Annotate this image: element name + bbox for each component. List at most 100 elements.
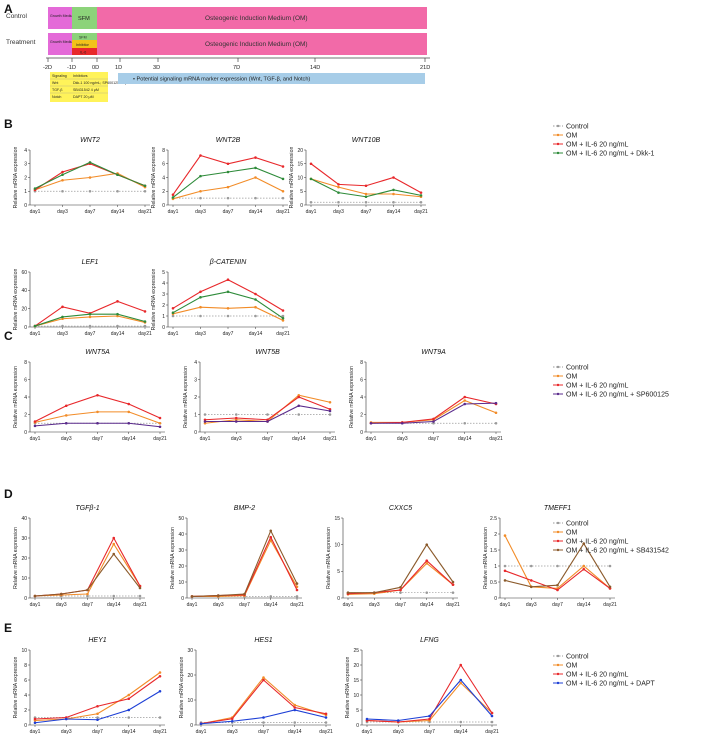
legend-label: OM + IL-6 20 ng/mL + SP600125 xyxy=(566,391,669,398)
data-point xyxy=(309,162,313,166)
series-control xyxy=(33,189,147,193)
legend-label: OM + IL-6 20 ng/mL + Dkk-1 xyxy=(566,150,655,157)
data-point xyxy=(226,278,230,282)
y-tick-label: 8 xyxy=(24,360,27,366)
x-tick-label: day3 xyxy=(369,602,380,608)
inhibitor-table-bg xyxy=(50,72,108,102)
chart-title: WNT9A xyxy=(421,349,446,356)
data-point xyxy=(463,421,467,425)
data-point xyxy=(582,542,586,545)
data-point xyxy=(582,564,586,568)
inhibitor-table-inhibitor: DAPT 20 μM xyxy=(73,95,94,99)
data-point xyxy=(59,592,63,596)
data-point xyxy=(171,307,175,310)
series-om-il-6-20-ng-ml xyxy=(309,162,423,194)
x-tick-label: day14 xyxy=(111,331,125,337)
y-tick-label: 0 xyxy=(190,723,193,729)
x-tick-label: day21 xyxy=(153,729,167,735)
data-point xyxy=(372,591,376,594)
x-tick-label: day1 xyxy=(306,209,317,215)
data-point xyxy=(309,177,313,181)
charts: WNT2 0 1 2 3 4 Relative mRNA expression day1 day… xyxy=(13,137,617,735)
data-point xyxy=(428,717,431,721)
day-label: 3D xyxy=(153,65,160,71)
data-point xyxy=(392,176,395,179)
data-point xyxy=(158,425,162,429)
legend-marker xyxy=(556,539,560,543)
data-point xyxy=(364,184,368,188)
inhibitor-table-inhibitor: SB431542 4 μM xyxy=(73,88,99,92)
y-tick-label: 0.5 xyxy=(490,580,497,586)
x-tick-label: day14 xyxy=(454,729,468,735)
x-tick-label: day21 xyxy=(603,602,617,608)
legend-c: Control OM OM + IL-6 20 ng/mL OM + IL-6 20 … xyxy=(553,364,669,398)
y-tick-label: 1 xyxy=(162,314,165,320)
series-line xyxy=(366,679,493,722)
legend-marker xyxy=(556,142,560,146)
y-tick-label: 5 xyxy=(162,270,165,276)
data-point xyxy=(392,188,395,192)
series-line xyxy=(34,542,141,597)
x-tick-label: day14 xyxy=(122,436,136,442)
series-om xyxy=(309,177,423,199)
data-point xyxy=(158,421,162,425)
data-point xyxy=(171,196,175,199)
data-point xyxy=(494,401,498,405)
data-point xyxy=(328,409,332,413)
data-point xyxy=(529,585,533,589)
data-point xyxy=(226,307,230,310)
x-tick-label: day7 xyxy=(92,729,103,735)
series-om-il-6-20-ng-ml xyxy=(503,567,612,592)
data-point xyxy=(64,717,68,721)
data-point xyxy=(608,585,612,589)
data-point xyxy=(425,562,429,565)
x-tick-label: day3 xyxy=(195,331,206,337)
data-point xyxy=(281,189,285,193)
series-om-il-6-20-ng-ml xyxy=(33,674,162,721)
series-line xyxy=(34,172,146,191)
data-point xyxy=(281,165,285,168)
data-point xyxy=(230,719,234,723)
legend-label: OM + IL-6 20 ng/mL xyxy=(566,671,629,678)
data-point xyxy=(199,174,202,178)
legend-label: OM + IL-6 20 ng/mL + SB431542 xyxy=(566,547,669,554)
data-point xyxy=(490,714,494,718)
x-tick-label: day7 xyxy=(239,602,250,608)
series-om-il-6-20-ng-ml-sb431542 xyxy=(346,543,455,594)
data-point xyxy=(399,591,402,594)
data-point xyxy=(254,305,257,309)
data-point xyxy=(254,292,257,296)
data-point xyxy=(116,300,119,303)
data-point xyxy=(88,315,92,319)
data-point xyxy=(399,588,402,592)
y-tick-label: 30 xyxy=(21,536,27,542)
x-tick-label: day14 xyxy=(107,602,121,608)
x-tick-label: day3 xyxy=(231,436,242,442)
y-axis-label: Relative mRNA expression xyxy=(483,527,489,589)
data-point xyxy=(143,189,147,193)
data-point xyxy=(396,719,400,722)
data-point xyxy=(199,296,202,299)
y-tick-label: 0 xyxy=(24,203,27,209)
data-point xyxy=(158,674,162,678)
x-tick-label: day1 xyxy=(196,729,207,735)
y-tick-label: 0 xyxy=(24,430,27,436)
data-point xyxy=(254,166,257,170)
data-point xyxy=(171,311,175,315)
data-point xyxy=(203,420,207,423)
y-tick-label: 0 xyxy=(194,430,197,436)
data-point xyxy=(297,413,301,416)
x-tick-label: day1 xyxy=(30,436,41,442)
legend-marker xyxy=(556,548,560,552)
x-tick-label: day1 xyxy=(168,331,179,337)
legend-label: OM xyxy=(566,529,577,536)
data-point xyxy=(451,580,455,584)
data-point xyxy=(262,721,265,724)
y-tick-label: 0 xyxy=(494,596,497,602)
marker-note-box xyxy=(118,73,425,84)
y-tick-label: 20 xyxy=(353,663,359,669)
